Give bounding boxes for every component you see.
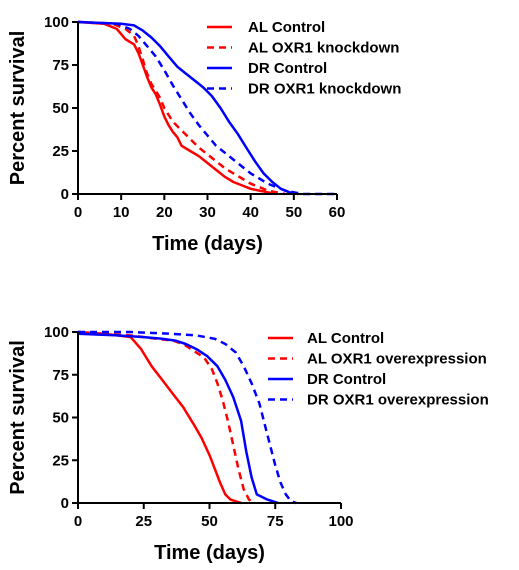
y-axis-title: Percent survival — [7, 31, 29, 186]
x-tick-label: 20 — [156, 204, 173, 221]
x-tick-label: 50 — [201, 513, 218, 530]
series-line-2 — [77, 330, 255, 505]
y-tick-label: 75 — [52, 367, 69, 384]
x-tick-label: 0 — [74, 204, 82, 221]
y-tick-label: 50 — [52, 410, 69, 427]
y-tick-label: 0 — [61, 495, 69, 512]
chart-1: 0 25 50 75 100 0 10 20 30 40 50 60 Time (days) Percen… — [7, 14, 401, 255]
y-tick-label: 25 — [52, 452, 69, 469]
x-tick-label: 25 — [135, 513, 152, 530]
series-line-1 — [77, 330, 242, 505]
legend-label: DR Control — [307, 371, 386, 388]
legend-label: AL Control — [307, 330, 384, 347]
series-line-3 — [77, 20, 299, 196]
legend-label: DR Control — [248, 60, 327, 77]
x-tick-label: 30 — [199, 204, 216, 221]
legend-label: AL OXR1 knockdown — [248, 40, 399, 57]
x-tick-label: 50 — [285, 204, 302, 221]
y-axis-title: Percent survival — [7, 340, 29, 495]
legend-label: DR OXR1 overexpression — [307, 392, 489, 409]
x-axis-title: Time (days) — [152, 233, 263, 255]
x-tick-label: 0 — [74, 513, 82, 530]
x-tick-label: 75 — [267, 513, 284, 530]
series-line-1 — [77, 20, 277, 196]
x-tick-label: 100 — [328, 513, 353, 530]
chart-2: 0 25 50 75 100 0 25 50 75 100 Time (days) Percent s… — [7, 324, 489, 564]
series-line-4 — [78, 330, 297, 505]
x-tick-label: 60 — [329, 204, 346, 221]
y-tick-label: 100 — [44, 14, 69, 31]
y-tick-label: 75 — [52, 57, 69, 74]
y-tick-label: 100 — [44, 324, 69, 341]
x-axis-title: Time (days) — [154, 542, 265, 564]
y-tick-label: 25 — [52, 143, 69, 160]
x-tick-label: 10 — [113, 204, 130, 221]
y-tick-label: 0 — [61, 186, 69, 203]
legend-label: DR OXR1 knockdown — [248, 81, 401, 98]
x-tick-label: 40 — [242, 204, 259, 221]
legend-label: AL OXR1 overexpression — [307, 351, 487, 368]
series-line-4 — [77, 20, 337, 196]
legend-label: AL Control — [248, 19, 325, 36]
series-line-2 — [77, 20, 286, 196]
series-line-3 — [77, 332, 279, 505]
y-tick-label: 50 — [52, 100, 69, 117]
